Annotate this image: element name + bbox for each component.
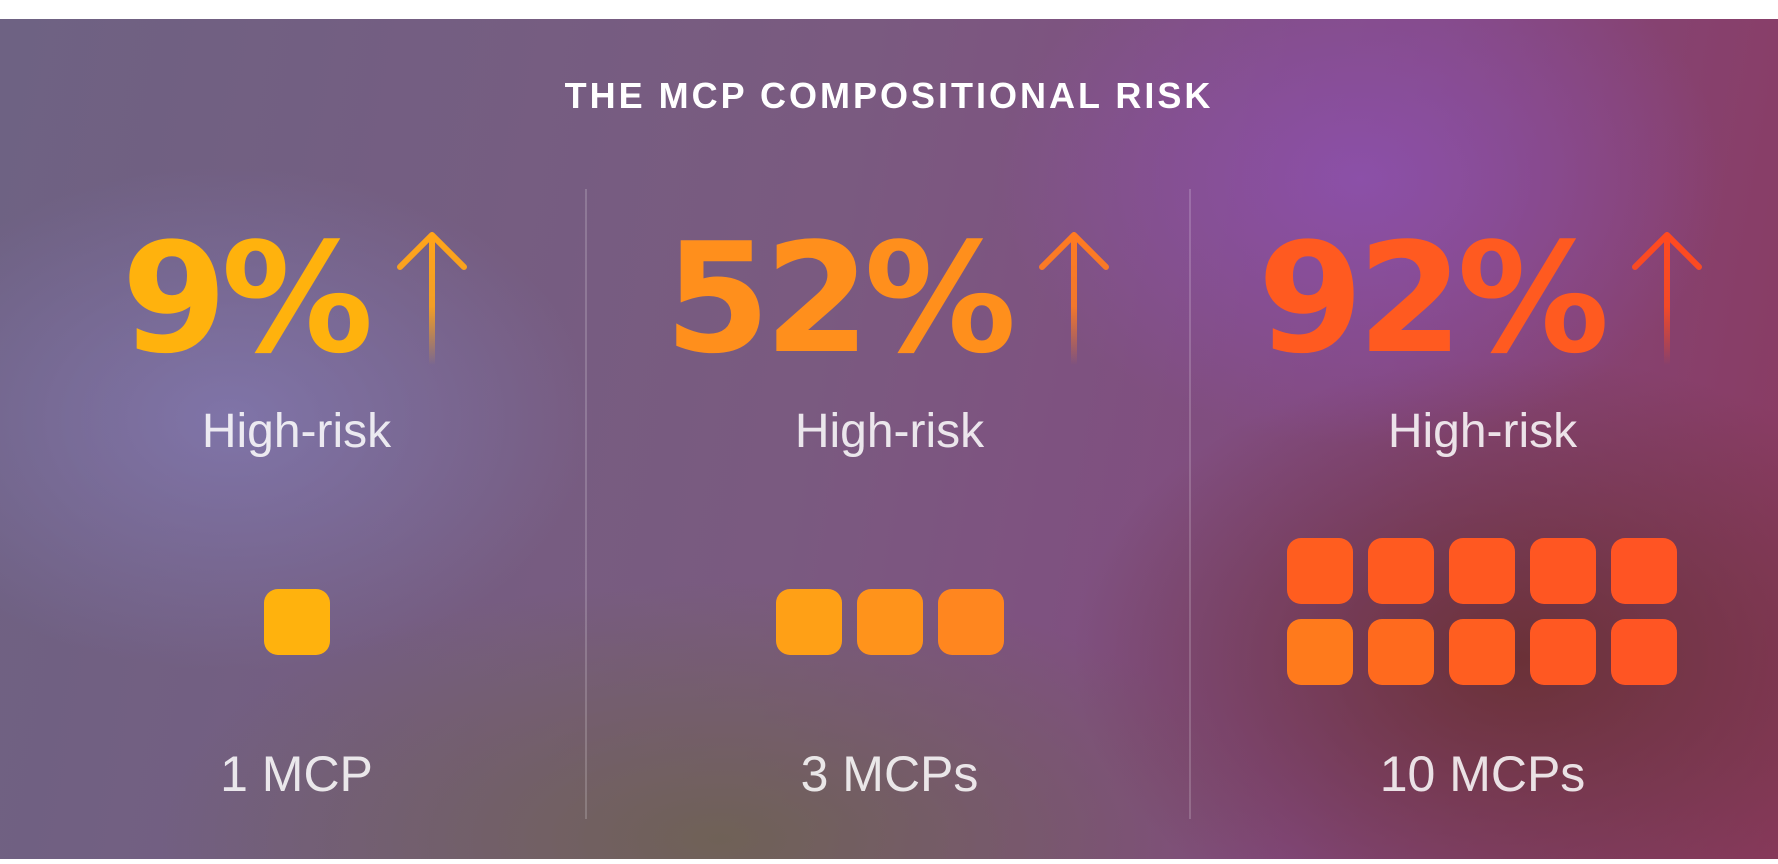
risk-column-2: 52% High-risk 3 MCPs — [593, 19, 1186, 859]
risk-label: High-risk — [1387, 405, 1578, 458]
mcp-square — [1611, 619, 1677, 685]
infographic-title: THE MCP COMPOSITIONAL RISK — [564, 75, 1214, 116]
mcp-square — [1368, 619, 1434, 685]
mcp-square — [1449, 619, 1515, 685]
up-arrow-icon — [1039, 232, 1110, 368]
mcp-square — [1530, 619, 1596, 685]
column-divider — [1189, 189, 1191, 819]
mcp-square — [1287, 619, 1353, 685]
mcp-squares — [593, 589, 1186, 655]
mcp-count-label: 1 MCP — [220, 746, 373, 802]
mcp-count-label: 3 MCPs — [800, 746, 979, 802]
risk-column-1: 9% High-risk 1 MCP — [0, 19, 593, 859]
risk-label: High-risk — [201, 405, 392, 458]
risk-percent: 92% — [1257, 210, 1610, 387]
mcp-square — [1530, 538, 1596, 604]
risk-label: High-risk — [794, 405, 985, 458]
mcp-square — [1449, 538, 1515, 604]
mcp-square — [937, 589, 1004, 655]
mcp-square — [1287, 538, 1353, 604]
mcp-square — [263, 589, 330, 655]
column-divider — [585, 189, 587, 819]
mcp-square — [775, 589, 842, 655]
percent-row: 9% — [0, 219, 593, 379]
mcp-square — [1611, 538, 1677, 604]
risk-percent: 9% — [121, 210, 373, 387]
mcp-squares — [1277, 538, 1687, 685]
percent-row: 92% — [1186, 219, 1778, 379]
mcp-count-label: 10 MCPs — [1379, 746, 1586, 802]
up-arrow-icon — [1632, 232, 1703, 368]
mcp-squares — [0, 589, 593, 655]
mcp-square — [1368, 538, 1434, 604]
up-arrow-icon — [396, 232, 467, 368]
risk-column-3: 92% High-risk — [1186, 19, 1778, 859]
infographic-panel: THE MCP COMPOSITIONAL RISK 9% High-risk … — [0, 19, 1778, 859]
percent-row: 52% — [593, 219, 1186, 379]
risk-percent: 52% — [664, 210, 1017, 387]
mcp-square — [856, 589, 923, 655]
